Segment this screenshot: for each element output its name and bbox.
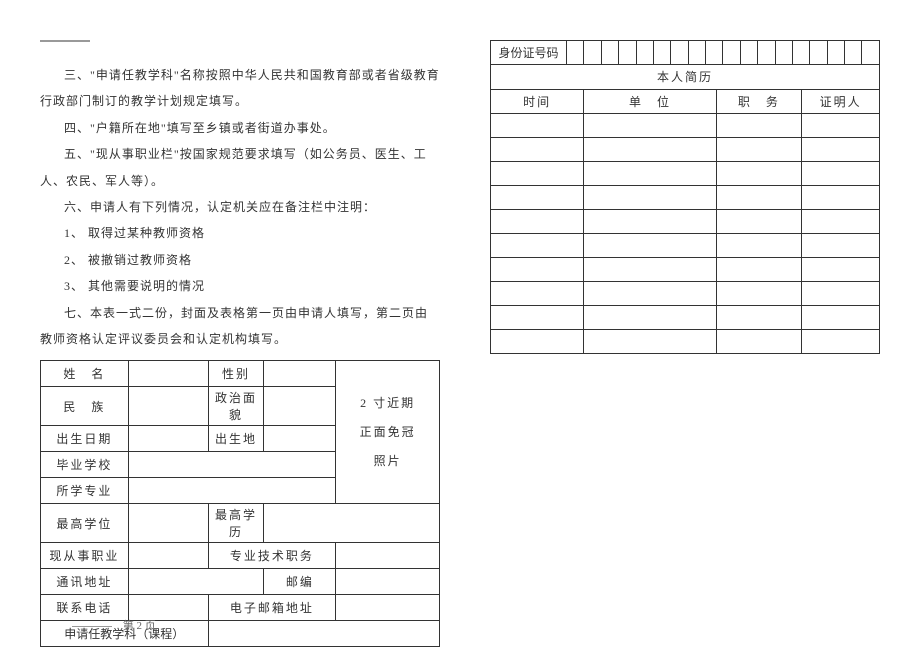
photo-cell: 2 寸近期 正面免冠 照片 [336,361,440,504]
resume-header-unit: 单 位 [584,89,716,113]
label-ethnicity: 民 族 [41,387,129,426]
field-subject[interactable] [208,621,439,647]
label-political: 政治面貌 [208,387,264,426]
id-cell-4[interactable] [619,41,636,65]
field-address[interactable] [128,569,264,595]
label-birthplace: 出生地 [208,426,264,452]
id-cell-11[interactable] [740,41,757,65]
resume-row [491,209,880,233]
field-name[interactable] [128,361,208,387]
resume-title: 本人简历 [491,65,880,89]
instruction-6-3: 3、 其他需要说明的情况 [40,273,440,299]
id-cell-3[interactable] [601,41,618,65]
resume-header-time: 时间 [491,89,584,113]
id-cell-1[interactable] [567,41,584,65]
field-email[interactable] [336,595,440,621]
id-number-table: 身份证号码 [490,40,880,65]
id-cell-9[interactable] [706,41,723,65]
instruction-6: 六、申请人有下列情况，认定机关应在备注栏中注明： [40,194,440,220]
label-major: 所学专业 [41,478,129,504]
label-postcode: 邮编 [264,569,336,595]
id-cell-10[interactable] [723,41,740,65]
id-cell-17[interactable] [845,41,862,65]
instruction-3: 三、"申请任教学科"名称按照中华人民共和国教育部或者省级教育行政部门制订的教学计… [40,62,440,115]
id-cell-5[interactable] [636,41,653,65]
resume-row [491,233,880,257]
resume-row [491,329,880,353]
field-techtitle[interactable] [336,543,440,569]
label-id: 身份证号码 [491,41,567,65]
instructions-block: 三、"申请任教学科"名称按照中华人民共和国教育部或者省级教育行政部门制订的教学计… [40,62,440,352]
label-gradschool: 毕业学校 [41,452,129,478]
field-occupation[interactable] [128,543,208,569]
resume-row [491,281,880,305]
instruction-6-2: 2、 被撤销过教师资格 [40,247,440,273]
field-major[interactable] [128,478,335,504]
photo-line-1: 2 寸近期 [340,389,435,418]
resume-row [491,161,880,185]
id-cell-15[interactable] [810,41,827,65]
label-highestdegree: 最高学位 [41,504,129,543]
field-ethnicity[interactable] [128,387,208,426]
field-birthplace[interactable] [264,426,336,452]
id-cell-16[interactable] [827,41,844,65]
instruction-7: 七、本表一式二份，封面及表格第一页由申请人填写，第二页由教师资格认定评议委员会和… [40,300,440,353]
label-name: 姓 名 [41,361,129,387]
id-cell-12[interactable] [758,41,775,65]
id-cell-13[interactable] [775,41,792,65]
document-page: 三、"申请任教学科"名称按照中华人民共和国教育部或者省级教育行政部门制订的教学计… [0,0,920,667]
personal-info-table: 姓 名 性别 2 寸近期 正面免冠 照片 民 族 政治面貌 出生日期 出生地 [40,360,440,647]
label-gender: 性别 [208,361,264,387]
resume-row [491,113,880,137]
label-highestedu: 最高学历 [208,504,264,543]
id-cell-14[interactable] [792,41,809,65]
id-cell-6[interactable] [653,41,670,65]
id-cell-8[interactable] [688,41,705,65]
field-highestedu[interactable] [264,504,440,543]
field-postcode[interactable] [336,569,440,595]
resume-header-position: 职 务 [716,89,802,113]
label-birthdate: 出生日期 [41,426,129,452]
instruction-6-1: 1、 取得过某种教师资格 [40,220,440,246]
resume-row [491,305,880,329]
label-address: 通讯地址 [41,569,129,595]
photo-line-3: 照片 [340,447,435,476]
id-cell-18[interactable] [862,41,880,65]
page-number: 第 2 页 [123,620,156,632]
field-gradschool[interactable] [128,452,335,478]
field-political[interactable] [264,387,336,426]
label-occupation: 现从事职业 [41,543,129,569]
footer-rule [72,626,112,627]
resume-row [491,185,880,209]
resume-row [491,257,880,281]
resume-row [491,137,880,161]
field-birthdate[interactable] [128,426,208,452]
right-column: 身份证号码 [490,40,880,647]
resume-table: 本人简历 时间 单 位 职 务 证明人 [490,65,880,354]
instruction-5: 五、"现从事职业栏"按国家规范要求填写（如公务员、医生、工人、农民、军人等）。 [40,141,440,194]
field-gender[interactable] [264,361,336,387]
page-footer: 第 2 页 [72,617,156,633]
label-techtitle: 专业技术职务 [208,543,336,569]
instruction-4: 四、"户籍所在地"填写至乡镇或者街道办事处。 [40,115,440,141]
id-cell-7[interactable] [671,41,688,65]
top-rule [40,40,90,42]
field-highestdegree[interactable] [128,504,208,543]
resume-header-witness: 证明人 [802,89,880,113]
photo-line-2: 正面免冠 [340,418,435,447]
left-column: 三、"申请任教学科"名称按照中华人民共和国教育部或者省级教育行政部门制订的教学计… [40,40,440,647]
id-cell-2[interactable] [584,41,601,65]
label-email: 电子邮箱地址 [208,595,336,621]
